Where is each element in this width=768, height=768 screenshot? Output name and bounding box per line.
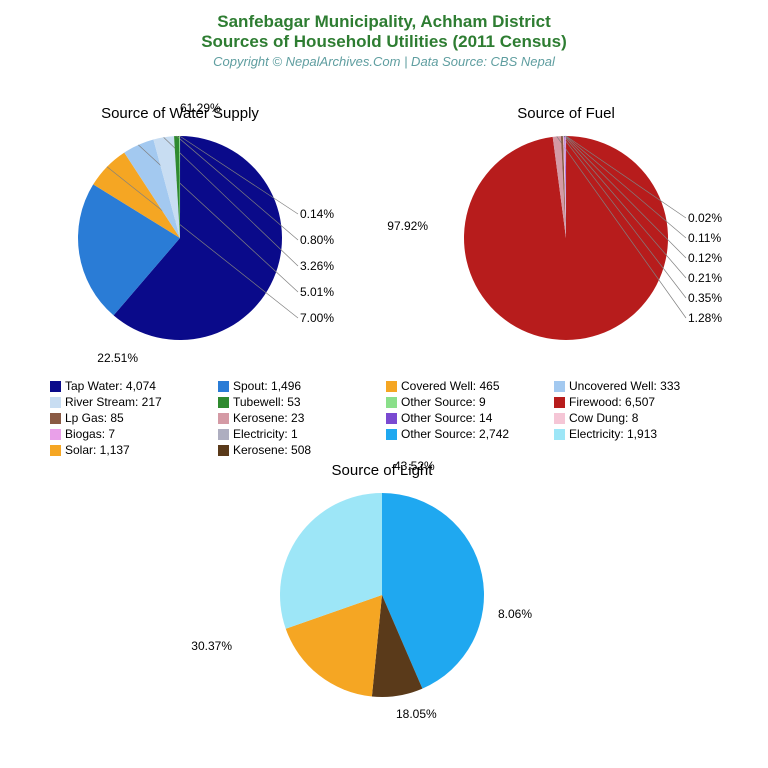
- legend-swatch: [386, 397, 397, 408]
- legend-item: Kerosene: 508: [218, 442, 386, 458]
- slice-label: 8.06%: [498, 607, 532, 621]
- legend-swatch: [386, 381, 397, 392]
- legend-swatch: [50, 397, 61, 408]
- legend-swatch: [554, 429, 565, 440]
- legend-item: Other Source: 2,742: [386, 426, 554, 442]
- legend-text: Solar: 1,137: [65, 443, 130, 457]
- legend-text: Biogas: 7: [65, 427, 115, 441]
- slice-label: 0.80%: [300, 233, 334, 247]
- slice-label: 0.11%: [688, 231, 721, 245]
- legend-item: Solar: 1,137: [50, 442, 218, 458]
- legend-swatch: [218, 413, 229, 424]
- legend-item: Cow Dung: 8: [554, 410, 722, 426]
- legend-swatch: [218, 381, 229, 392]
- slice-label: 5.01%: [300, 285, 334, 299]
- legend-swatch: [218, 429, 229, 440]
- slice-label: 30.37%: [191, 639, 232, 653]
- legend-text: Other Source: 2,742: [401, 427, 509, 441]
- legend-item: Tubewell: 53: [218, 394, 386, 410]
- legend-item: Electricity: 1,913: [554, 426, 722, 442]
- legend-text: Kerosene: 23: [233, 411, 304, 425]
- slice-label: 0.14%: [300, 207, 334, 221]
- legend-text: Kerosene: 508: [233, 443, 311, 457]
- legend-swatch: [386, 429, 397, 440]
- legend-text: Other Source: 9: [401, 395, 486, 409]
- legend-swatch: [50, 445, 61, 456]
- slice-label: 0.12%: [688, 251, 722, 265]
- legend-text: Cow Dung: 8: [569, 411, 638, 425]
- legend-item: Other Source: 14: [386, 410, 554, 426]
- legend-swatch: [218, 397, 229, 408]
- slice-label: 43.52%: [394, 459, 435, 473]
- slice-label: 97.92%: [387, 219, 428, 233]
- legend-text: River Stream: 217: [65, 395, 162, 409]
- legend-item: Other Source: 9: [386, 394, 554, 410]
- legend-text: Electricity: 1,913: [569, 427, 657, 441]
- legend-item: Spout: 1,496: [218, 378, 386, 394]
- legend: Tap Water: 4,074 Spout: 1,496 Covered Well…: [50, 378, 722, 458]
- legend-text: Electricity: 1: [233, 427, 298, 441]
- slice-label: 1.28%: [688, 311, 722, 325]
- legend-swatch: [50, 413, 61, 424]
- slice-label: 0.02%: [688, 211, 722, 225]
- legend-text: Uncovered Well: 333: [569, 379, 680, 393]
- legend-swatch: [50, 381, 61, 392]
- legend-text: Tap Water: 4,074: [65, 379, 156, 393]
- legend-text: Lp Gas: 85: [65, 411, 124, 425]
- legend-item: Firewood: 6,507: [554, 394, 722, 410]
- legend-swatch: [554, 413, 565, 424]
- slice-label: 7.00%: [300, 311, 334, 325]
- legend-swatch: [50, 429, 61, 440]
- slice-label: 0.21%: [688, 271, 722, 285]
- slice-label: 61.29%: [180, 101, 221, 115]
- legend-item: Covered Well: 465: [386, 378, 554, 394]
- legend-item: Lp Gas: 85: [50, 410, 218, 426]
- legend-swatch: [554, 397, 565, 408]
- legend-item: Tap Water: 4,074: [50, 378, 218, 394]
- legend-item: Uncovered Well: 333: [554, 378, 722, 394]
- legend-item: Kerosene: 23: [218, 410, 386, 426]
- legend-text: Firewood: 6,507: [569, 395, 655, 409]
- legend-item: Biogas: 7: [50, 426, 218, 442]
- legend-swatch: [386, 413, 397, 424]
- legend-text: Spout: 1,496: [233, 379, 301, 393]
- legend-swatch: [218, 445, 229, 456]
- slice-label: 3.26%: [300, 259, 334, 273]
- legend-text: Covered Well: 465: [401, 379, 500, 393]
- legend-item: Electricity: 1: [218, 426, 386, 442]
- slice-label: 18.05%: [396, 707, 437, 721]
- slice-label: 22.51%: [97, 351, 138, 365]
- slice-label: 0.35%: [688, 291, 722, 305]
- legend-text: Tubewell: 53: [233, 395, 301, 409]
- legend-text: Other Source: 14: [401, 411, 492, 425]
- legend-item: River Stream: 217: [50, 394, 218, 410]
- legend-swatch: [554, 381, 565, 392]
- svg-text:Source of Fuel: Source of Fuel: [517, 105, 615, 122]
